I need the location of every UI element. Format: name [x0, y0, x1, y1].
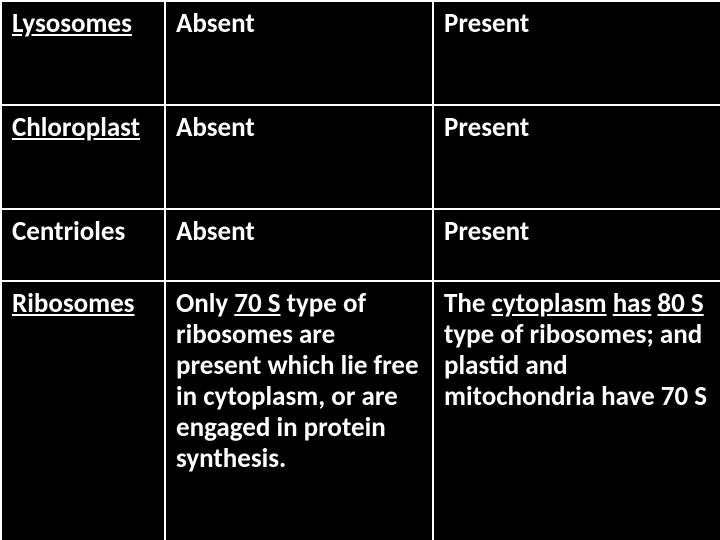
column-b-cell: The cytoplasm has 80 S type of ribosomes… [433, 281, 720, 540]
table-row: Centrioles AbsentPresent [1, 209, 720, 281]
table-body: LysosomesAbsentPresentChloroplastAbsentP… [1, 1, 720, 540]
feature-label: Chloroplast [12, 111, 140, 144]
feature-cell: Lysosomes [1, 1, 165, 105]
column-b-cell: Present [433, 209, 720, 281]
table-row: Chloroplast AbsentPresent [1, 105, 720, 209]
comparison-table: LysosomesAbsentPresentChloroplastAbsentP… [0, 0, 720, 540]
column-a-cell: Absent [165, 209, 433, 281]
column-b-cell: Present [433, 105, 720, 209]
feature-cell: Centrioles [1, 209, 165, 281]
column-a-cell: Absent [165, 105, 433, 209]
feature-cell: Ribosomes [1, 281, 165, 540]
table-row: Lysosomes AbsentPresent [1, 1, 720, 105]
feature-cell: Chloroplast [1, 105, 165, 209]
column-a-cell: Only 70 S type of ribosomes are present … [165, 281, 433, 540]
feature-label: Ribosomes [12, 287, 134, 320]
feature-label: Centrioles [12, 215, 125, 248]
feature-label: Lysosomes [12, 7, 132, 40]
column-b-cell: Present [433, 1, 720, 105]
column-a-cell: Absent [165, 1, 433, 105]
table-row: Ribosomes Only 70 S type of ribosomes are… [1, 281, 720, 540]
